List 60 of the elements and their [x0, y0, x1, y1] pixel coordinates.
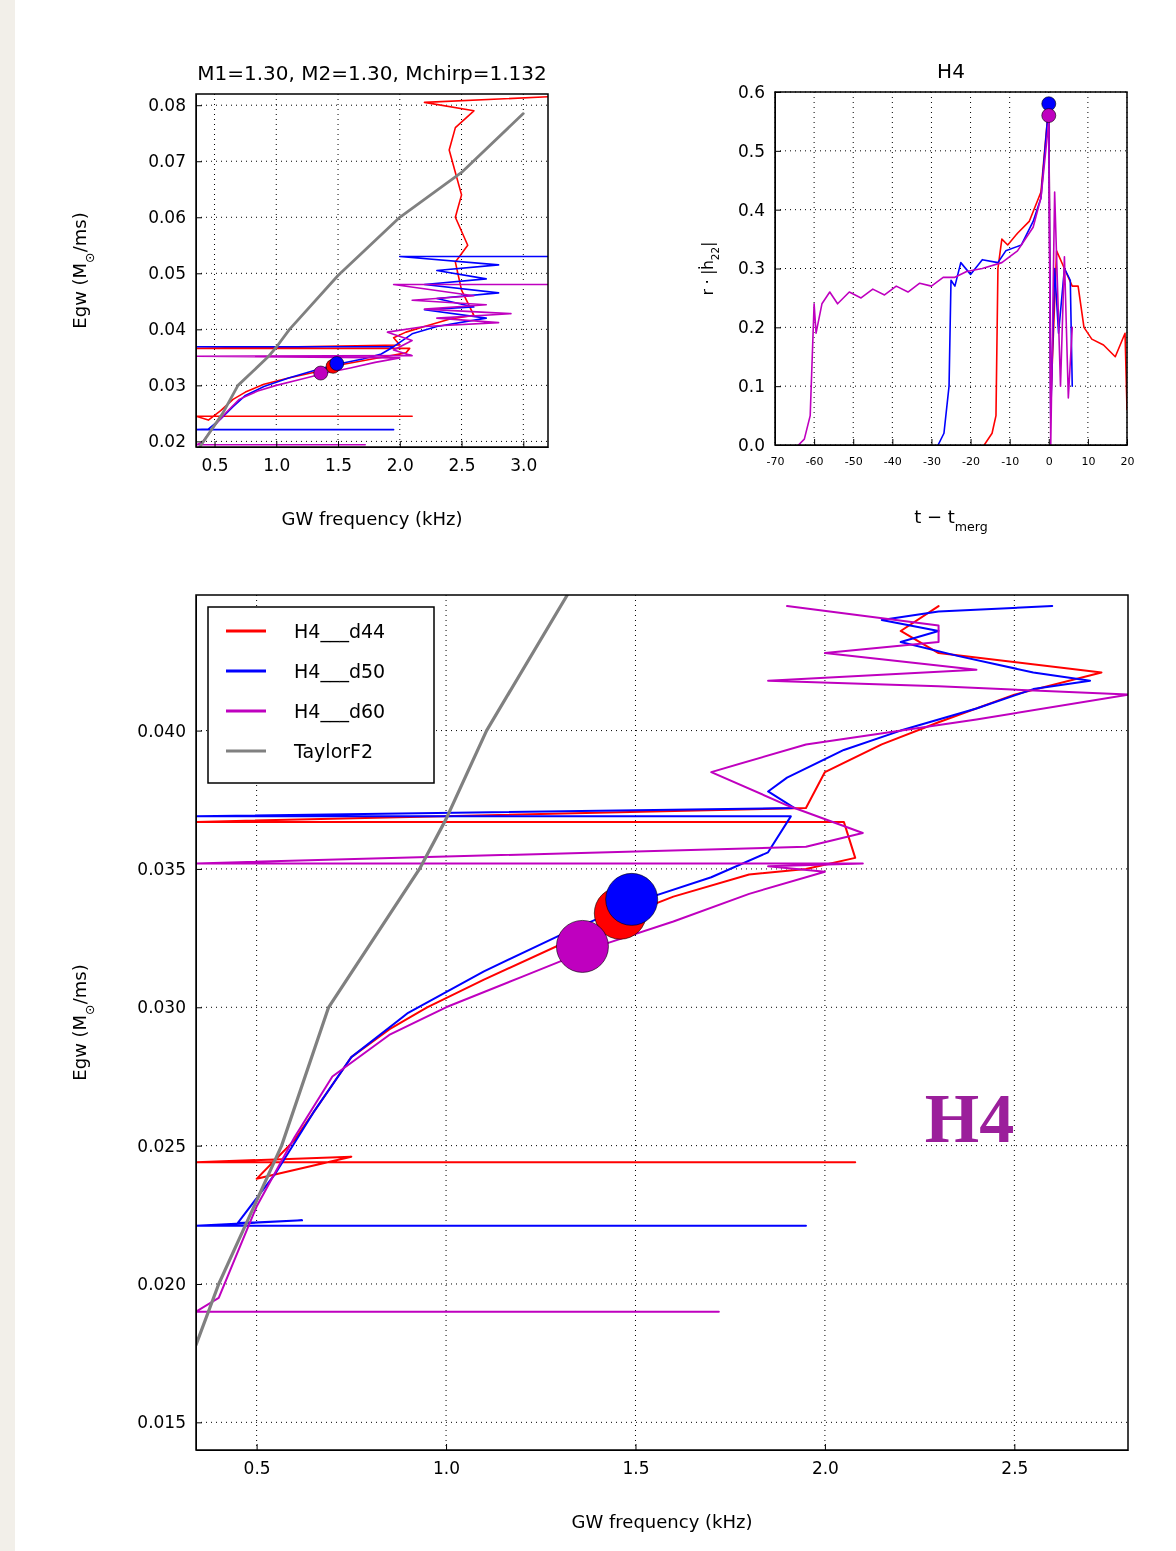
y-tick-label: 0.020: [137, 1273, 186, 1294]
y-tick-label: 0.015: [137, 1412, 186, 1433]
y-tick-label: 0.035: [137, 858, 186, 879]
x-tick-label: 1.5: [622, 1458, 650, 1479]
y-tick-label: 0.3: [737, 258, 765, 279]
x-tick-label: 1.0: [263, 455, 291, 476]
legend-label: H4___d60: [294, 700, 386, 723]
x-tick-label: 0.5: [201, 455, 229, 476]
y-tick-label: 0.2: [737, 317, 765, 338]
x-tick-label: 3.0: [510, 455, 538, 476]
y-tick-label: 0.6: [737, 81, 765, 102]
x-tick-label: 2.5: [448, 455, 476, 476]
x-tick-label: 0.5: [243, 1458, 271, 1479]
chart-title: M1=1.30, M2=1.30, Mchirp=1.132: [197, 61, 547, 85]
y-tick-label: 0.08: [148, 95, 186, 116]
y-tick-label: 0.5: [737, 140, 765, 161]
legend-label: TaylorF2: [293, 740, 374, 762]
point: [313, 365, 329, 381]
line-series: [196, 605, 1128, 1313]
point: [556, 920, 609, 973]
x-axis-title: t − t$_{merg}$: [914, 506, 988, 534]
chart-title: H4: [937, 59, 965, 83]
y-tick-label: 0.0: [737, 434, 765, 455]
x-tick-label: -10: [1001, 454, 1020, 468]
y-tick-label: 0.025: [137, 1135, 186, 1156]
y-tick-label: 0.040: [137, 720, 186, 741]
x-tick-label: 2.0: [386, 455, 414, 476]
y-tick-label: 0.04: [148, 319, 186, 340]
x-tick-label: 20: [1120, 454, 1135, 468]
x-tick-label: 2.0: [811, 1458, 839, 1479]
x-tick-label: -50: [844, 454, 863, 468]
y-tick-label: 0.4: [737, 199, 765, 220]
x-tick-label: -20: [962, 454, 981, 468]
y-tick-label: 0.07: [148, 151, 186, 172]
x-tick-label: -40: [883, 454, 902, 468]
y-tick-label: 0.030: [137, 997, 186, 1018]
x-axis-title: GW frequency (kHz): [281, 508, 463, 529]
line-series: [196, 96, 548, 421]
point: [605, 873, 658, 926]
x-tick-label: 1.5: [325, 455, 353, 476]
legend-label: H4___d44: [294, 620, 386, 643]
x-tick-label: 1.0: [433, 1458, 461, 1479]
y-tick-label: 0.06: [148, 207, 186, 228]
y-tick-label: 0.1: [737, 376, 765, 397]
line-series: [196, 595, 569, 1347]
legend-label: H4___d50: [294, 660, 386, 683]
y-tick-label: 0.05: [148, 263, 186, 284]
x-tick-label: -30: [922, 454, 941, 468]
point: [329, 356, 345, 371]
x-tick-label: -60: [805, 454, 824, 468]
line-series: [196, 255, 548, 431]
x-tick-label: 2.5: [1001, 1458, 1029, 1479]
y-tick-label: 0.02: [148, 431, 186, 452]
x-tick-label: 0: [1045, 454, 1053, 468]
x-axis-title: GW frequency (kHz): [571, 1511, 753, 1532]
line-series: [198, 112, 525, 447]
annotation: H4: [924, 1080, 1015, 1158]
y-tick-label: 0.03: [148, 375, 186, 396]
x-tick-label: -70: [766, 454, 785, 468]
x-tick-label: 10: [1081, 454, 1096, 468]
